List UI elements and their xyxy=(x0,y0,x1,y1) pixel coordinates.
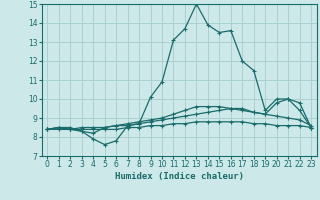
X-axis label: Humidex (Indice chaleur): Humidex (Indice chaleur) xyxy=(115,172,244,181)
